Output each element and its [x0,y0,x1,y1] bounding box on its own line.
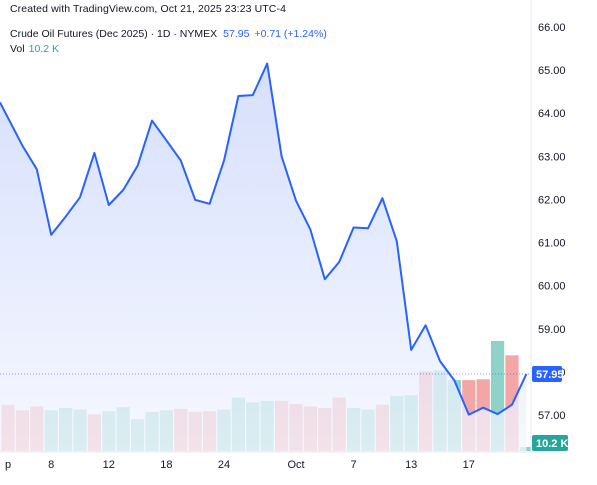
price-area [0,63,527,452]
time-tick-label: 12 [103,459,115,471]
chart-legend: Crude Oil Futures (Dec 2025) · 1D · NYME… [10,27,327,57]
time-tick-label: 7 [351,459,357,471]
last-price-tag [532,366,562,382]
legend-volume-row: Vol 10.2 K [10,42,327,57]
last-volume-tag [532,435,568,451]
price-tick-label: 57.00 [538,410,566,422]
time-tick-label: 13 [405,459,417,471]
price-tick-label: 65.00 [538,65,566,77]
price-tick-label: 59.00 [538,324,566,336]
time-tick-label: p [5,459,11,471]
legend-volume-value: 10.2 K [28,43,59,55]
legend-volume-label: Vol [10,43,25,55]
time-tick-label: 8 [48,459,54,471]
time-axis[interactable]: p 8 12 18 24 Oct 7 13 17 [5,459,475,471]
price-area-fill [0,63,527,452]
chart-attribution: Created with TradingView.com, Oct 21, 20… [10,3,287,15]
price-tick-label: 60.00 [538,281,566,293]
price-tick-label: 63.00 [538,151,566,163]
value-tags: 57.95 10.2 K [532,366,568,451]
legend-symbol-row: Crude Oil Futures (Dec 2025) · 1D · NYME… [10,27,327,42]
price-axis[interactable]: 66.00 65.00 64.00 63.00 62.00 61.00 60.00 59.00… [538,22,566,422]
price-tick-label: 61.00 [538,238,566,250]
legend-change: +0.71 (+1.24%) [254,28,327,40]
time-tick-label: Oct [287,459,304,471]
legend-last-price: 57.95 [223,28,250,40]
price-tick-label: 66.00 [538,22,566,34]
time-tick-label: 17 [463,459,475,471]
price-line [0,62,531,416]
legend-symbol: Crude Oil Futures (Dec 2025) · 1D · NYME… [10,28,218,40]
price-tick-label: 64.00 [538,108,566,120]
time-tick-label: 24 [218,459,230,471]
price-line-path [0,62,528,416]
last-volume-tag-label: 10.2 K [536,438,568,450]
last-price-tag-label: 57.95 [536,369,564,381]
time-tick-label: 18 [160,459,172,471]
price-tick-label: 62.00 [538,194,566,206]
